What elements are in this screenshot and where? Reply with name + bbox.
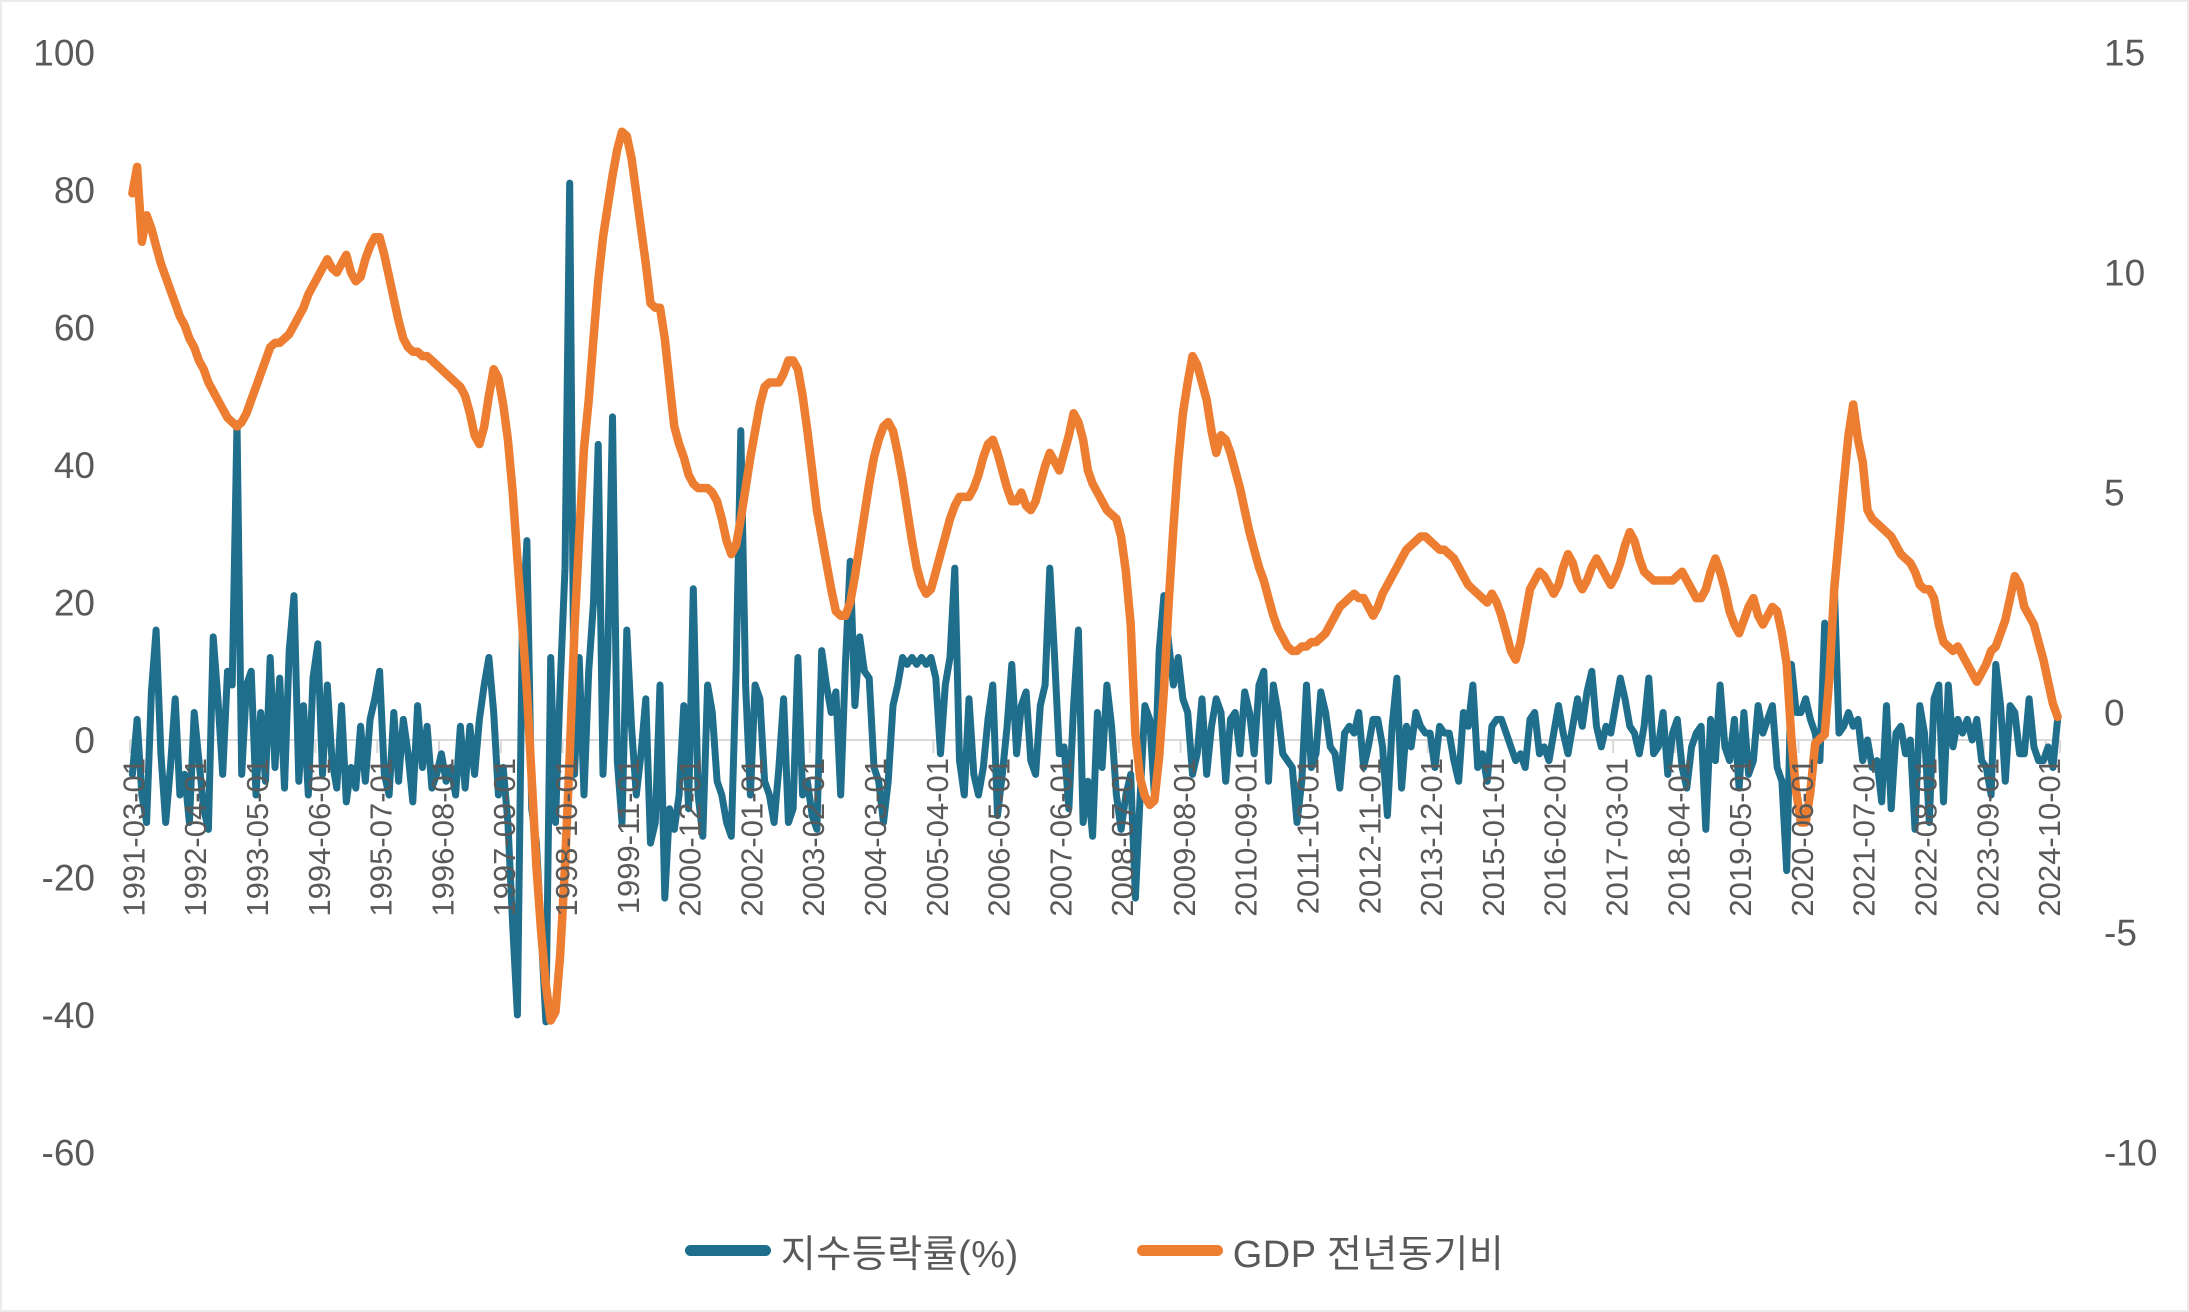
x-axis-date-label: 2007-06-01 (1043, 758, 1078, 917)
legend-label-gdp-yoy: GDP 전년동기비 (1232, 1233, 1505, 1276)
left-axis-tick-label: 80 (54, 170, 95, 211)
x-axis-date-label: 1992-04-01 (178, 758, 213, 917)
x-axis-date-label: 2010-09-01 (1229, 758, 1264, 917)
x-axis-date-label: 1998-10-01 (549, 758, 584, 917)
x-axis-date-label: 2017-03-01 (1600, 758, 1635, 917)
x-axis-date-label: 2004-03-01 (858, 758, 893, 917)
gdp-yoy-line-swatch (1136, 1244, 1223, 1256)
x-axis-date-label: 1993-05-01 (240, 758, 275, 917)
x-axis-date-label: 1999-11-01 (611, 758, 646, 914)
x-axis-date-label: 2020-06-01 (1785, 758, 1820, 917)
index-change-line-swatch (684, 1244, 771, 1256)
x-axis-date-label: 2011-10-01 (1291, 758, 1326, 914)
legend-item-index-change[interactable]: 지수등락률(%) (684, 1223, 1019, 1278)
left-axis-tick-label: 40 (54, 445, 95, 486)
legend-label-index-change: 지수등락률(%) (780, 1233, 1019, 1276)
x-axis-date-label: 2022-08-01 (1909, 758, 1944, 917)
x-axis-date-label: 2018-04-01 (1661, 758, 1696, 917)
legend-item-gdp-yoy[interactable]: GDP 전년동기비 (1136, 1223, 1505, 1278)
left-axis-tick-label: 100 (33, 33, 95, 74)
right-axis-tick-label: -10 (2104, 1133, 2157, 1174)
x-axis-date-label: 2024-10-01 (2032, 758, 2067, 917)
x-axis-date-label: 2015-01-01 (1476, 758, 1511, 917)
x-axis-date-label: 1996-08-01 (425, 758, 460, 917)
x-axis-date-label: 1994-06-01 (302, 758, 337, 917)
x-axis-date-label: 1995-07-01 (364, 758, 399, 917)
left-axis-tick-label: 20 (54, 583, 95, 624)
x-axis-date-label: 2008-07-01 (1105, 758, 1140, 917)
right-axis-tick-label: -5 (2104, 913, 2137, 954)
left-axis-tick-label: 60 (54, 308, 95, 349)
x-axis-date-label: 2000-12-01 (673, 758, 708, 917)
right-axis-tick-label: 15 (2104, 33, 2145, 74)
x-axis-date-label: 2023-09-01 (1970, 758, 2005, 917)
axis-label-layer: 100 80 60 40 20 0 -20 -40 -60 15 10 5 0 -5 -10 1991-03-… (33, 33, 2157, 1174)
x-axis-date-label: 2021-07-01 (1847, 758, 1882, 917)
right-axis-tick-label: 10 (2104, 253, 2145, 294)
x-axis-date-label: 2005-04-01 (920, 758, 955, 917)
x-axis-date-label: 2006-05-01 (982, 758, 1017, 917)
x-axis-date-label: 2002-01-01 (734, 758, 769, 917)
series-index-change-line (128, 179, 2062, 1026)
x-axis-date-label: 2003-02-01 (796, 758, 831, 917)
x-axis-date-label: 2019-05-01 (1723, 758, 1758, 917)
right-axis-tick-label: 0 (2104, 693, 2125, 734)
left-axis-tick-label: -60 (42, 1133, 95, 1174)
x-axis-date-label: 2016-02-01 (1538, 758, 1573, 917)
left-axis-tick-label: -40 (42, 995, 95, 1036)
x-axis-date-label: 2013-12-01 (1414, 758, 1449, 917)
x-axis-date-label: 2012-11-01 (1352, 758, 1387, 914)
series-gdp-yoy-line (128, 127, 2062, 1025)
series-layer (128, 127, 2062, 1026)
left-axis-tick-label: 0 (74, 720, 95, 761)
right-axis-tick-label: 5 (2104, 473, 2125, 514)
x-axis-date-label: 1997-09-01 (487, 758, 522, 917)
left-axis-tick-label: -20 (42, 858, 95, 899)
x-axis-date-label: 1991-03-01 (116, 758, 151, 917)
x-axis-date-label: 2009-08-01 (1167, 758, 1202, 917)
chart-legend: 지수등락률(%) GDP 전년동기비 (0, 1220, 2189, 1280)
